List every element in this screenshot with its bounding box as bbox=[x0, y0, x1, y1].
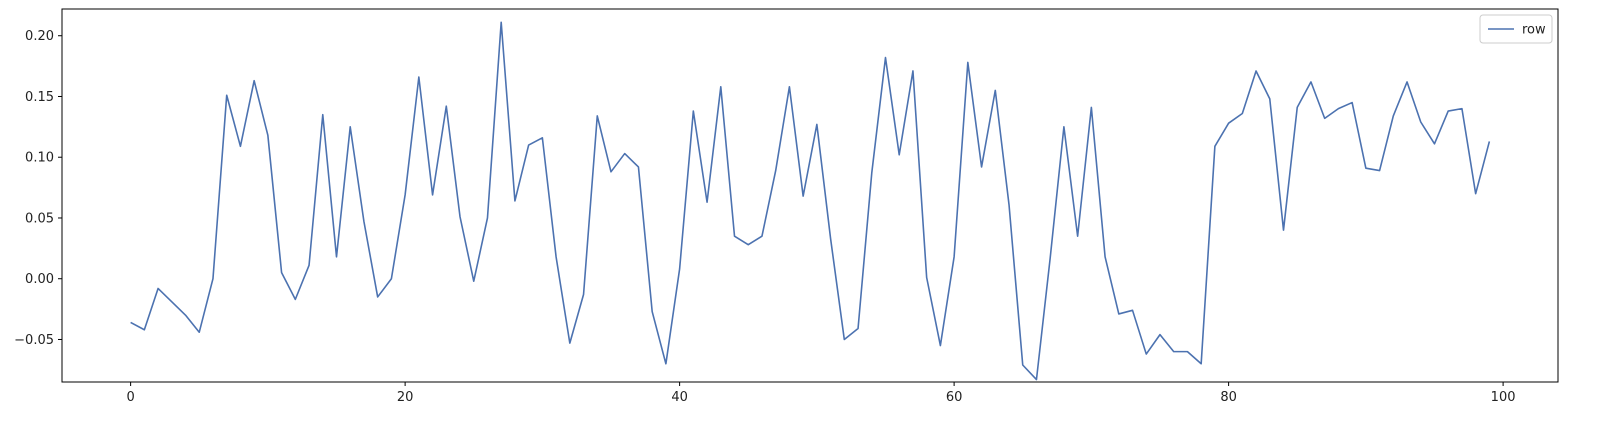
x-tick-label: 100 bbox=[1491, 390, 1516, 405]
y-axis: −0.05 0.00 0.05 0.10 0.15 0.20 bbox=[14, 29, 62, 348]
plot-frame bbox=[61, 8, 1559, 383]
y-tick-label: 0.05 bbox=[25, 211, 54, 226]
x-tick-label: 80 bbox=[1220, 390, 1237, 405]
x-tick-label: 40 bbox=[671, 390, 688, 405]
y-tick-label: 0.20 bbox=[25, 29, 54, 44]
x-axis: 0 20 40 60 80 100 bbox=[126, 382, 1516, 405]
legend-label: row bbox=[1522, 23, 1546, 38]
y-tick-label: 0.15 bbox=[25, 90, 54, 105]
y-tick-label: −0.05 bbox=[14, 333, 54, 348]
legend: row bbox=[1479, 14, 1553, 44]
plot-area bbox=[61, 8, 1559, 383]
legend-box bbox=[1479, 14, 1553, 44]
x-tick-label: 20 bbox=[397, 390, 414, 405]
x-tick-label: 0 bbox=[126, 390, 134, 405]
x-tick-label: 60 bbox=[946, 390, 963, 405]
series-line-0 bbox=[130, 21, 1491, 381]
y-tick-label: 0.00 bbox=[25, 272, 54, 287]
y-tick-label: 0.10 bbox=[25, 151, 54, 166]
